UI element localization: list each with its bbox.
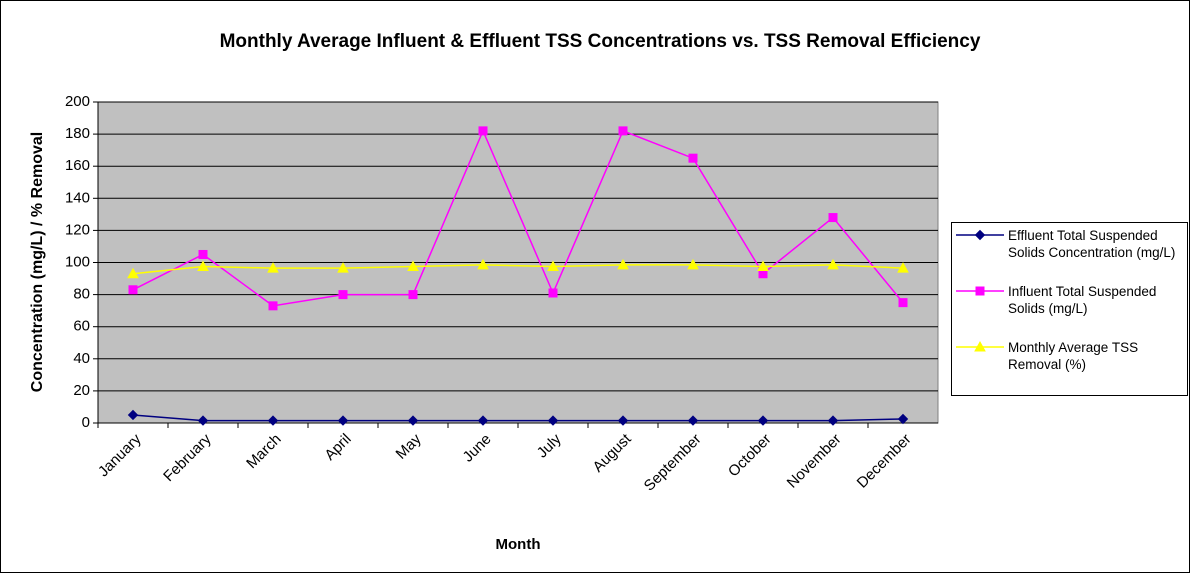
marker: [827, 415, 839, 426]
legend-sample: [956, 229, 1004, 241]
marker: [197, 260, 209, 272]
y-tick-label: 200: [65, 93, 90, 110]
legend: Effluent Total Suspended Solids Concentr…: [951, 222, 1188, 396]
legend-label: Influent Total Suspended Solids (mg/L): [1008, 284, 1157, 316]
marker: [408, 290, 418, 300]
marker: [267, 262, 279, 273]
marker: [757, 415, 769, 426]
y-tick-label: 40: [73, 350, 90, 367]
marker: [128, 285, 138, 295]
marker: [617, 258, 629, 270]
marker: [127, 409, 139, 421]
marker: [687, 258, 699, 270]
marker: [897, 262, 909, 273]
y-tick-label: 0: [82, 414, 90, 431]
legend-sample: [956, 286, 1004, 296]
marker: [407, 415, 419, 426]
marker: [267, 415, 279, 426]
marker: [547, 415, 559, 426]
chart-title: Monthly Average Influent & Effluent TSS …: [220, 31, 981, 52]
marker: [127, 267, 139, 279]
y-tick-label: 180: [65, 125, 90, 142]
y-tick-label: 140: [65, 189, 90, 206]
y-tick-label: 20: [73, 382, 90, 399]
marker: [338, 290, 348, 300]
series-line: [132, 264, 904, 275]
y-axis-label: Concentration (mg/L) / % Removal: [29, 132, 46, 392]
marker: [897, 413, 909, 425]
marker: [975, 286, 985, 296]
marker: [828, 213, 838, 223]
marker: [827, 258, 839, 270]
marker: [478, 126, 488, 136]
marker: [618, 126, 628, 136]
legend-sample: [956, 340, 1004, 352]
marker: [898, 298, 908, 308]
marker: [757, 260, 769, 272]
marker: [974, 340, 986, 352]
y-tick-label: 160: [65, 157, 90, 174]
legend-label: Monthly Average TSS Removal (%): [1008, 340, 1139, 372]
marker: [477, 258, 489, 270]
marker: [617, 415, 629, 426]
marker: [268, 301, 278, 311]
series-line: [132, 414, 904, 422]
y-tick-label: 60: [73, 318, 90, 335]
marker: [198, 249, 208, 259]
marker: [687, 415, 699, 426]
marker: [197, 415, 209, 426]
legend-label: Effluent Total Suspended Solids Concentr…: [1008, 228, 1176, 260]
y-tick-label: 120: [65, 221, 90, 238]
marker: [548, 288, 558, 298]
y-tick-label: 100: [65, 253, 90, 270]
marker: [337, 262, 349, 273]
marker: [477, 415, 489, 426]
marker: [688, 153, 698, 163]
series-line: [132, 128, 904, 307]
y-tick-label: 80: [73, 286, 90, 303]
marker: [547, 260, 559, 272]
marker: [974, 229, 986, 241]
marker: [337, 415, 349, 426]
marker: [407, 260, 419, 272]
x-axis-label: Month: [496, 536, 541, 553]
